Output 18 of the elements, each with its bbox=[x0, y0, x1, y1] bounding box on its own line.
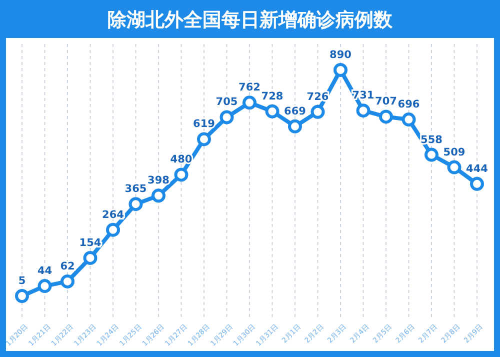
data-label: 398 bbox=[148, 174, 170, 187]
data-label: 44 bbox=[37, 265, 52, 278]
data-label: 705 bbox=[216, 96, 238, 108]
title: 除湖北外全国每日新增确诊病例数 bbox=[108, 9, 392, 31]
data-label: 890 bbox=[330, 49, 352, 61]
data-label: 669 bbox=[284, 105, 306, 118]
data-label: 619 bbox=[193, 118, 215, 130]
data-label: 365 bbox=[124, 183, 147, 196]
data-label: 762 bbox=[238, 82, 260, 94]
data-label: 728 bbox=[261, 90, 284, 102]
data-label: 509 bbox=[443, 146, 466, 158]
data-label: 154 bbox=[79, 236, 102, 249]
data-label: 707 bbox=[375, 96, 397, 108]
data-label: 444 bbox=[466, 162, 488, 175]
data-label: 5 bbox=[18, 275, 26, 287]
data-label: 62 bbox=[60, 260, 75, 272]
data-label: 264 bbox=[102, 208, 124, 221]
data-label: 696 bbox=[398, 98, 420, 111]
